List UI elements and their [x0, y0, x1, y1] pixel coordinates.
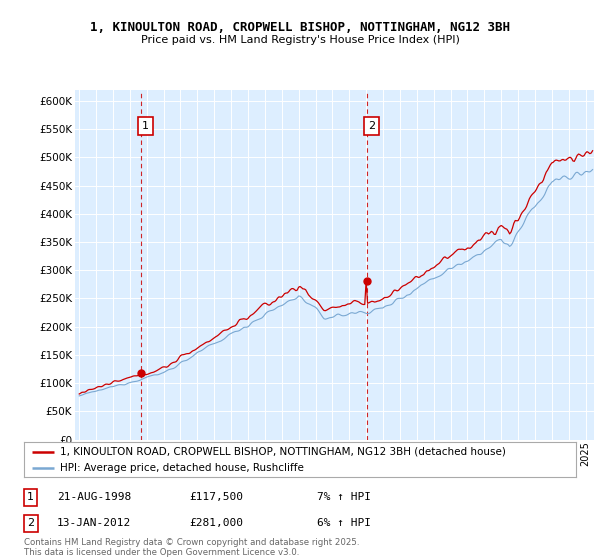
- Text: 6% ↑ HPI: 6% ↑ HPI: [317, 518, 371, 528]
- Text: HPI: Average price, detached house, Rushcliffe: HPI: Average price, detached house, Rush…: [60, 463, 304, 473]
- Text: 1: 1: [27, 492, 34, 502]
- Text: 1, KINOULTON ROAD, CROPWELL BISHOP, NOTTINGHAM, NG12 3BH (detached house): 1, KINOULTON ROAD, CROPWELL BISHOP, NOTT…: [60, 447, 506, 457]
- Text: £117,500: £117,500: [190, 492, 244, 502]
- Text: 7% ↑ HPI: 7% ↑ HPI: [317, 492, 371, 502]
- Text: 2: 2: [368, 122, 376, 131]
- Text: 1: 1: [142, 122, 149, 131]
- Text: Price paid vs. HM Land Registry's House Price Index (HPI): Price paid vs. HM Land Registry's House …: [140, 35, 460, 45]
- Text: 21-AUG-1998: 21-AUG-1998: [57, 492, 131, 502]
- Text: £281,000: £281,000: [190, 518, 244, 528]
- Text: 2: 2: [27, 518, 34, 528]
- Text: Contains HM Land Registry data © Crown copyright and database right 2025.
This d: Contains HM Land Registry data © Crown c…: [24, 538, 359, 557]
- Text: 1, KINOULTON ROAD, CROPWELL BISHOP, NOTTINGHAM, NG12 3BH: 1, KINOULTON ROAD, CROPWELL BISHOP, NOTT…: [90, 21, 510, 34]
- Text: 13-JAN-2012: 13-JAN-2012: [57, 518, 131, 528]
